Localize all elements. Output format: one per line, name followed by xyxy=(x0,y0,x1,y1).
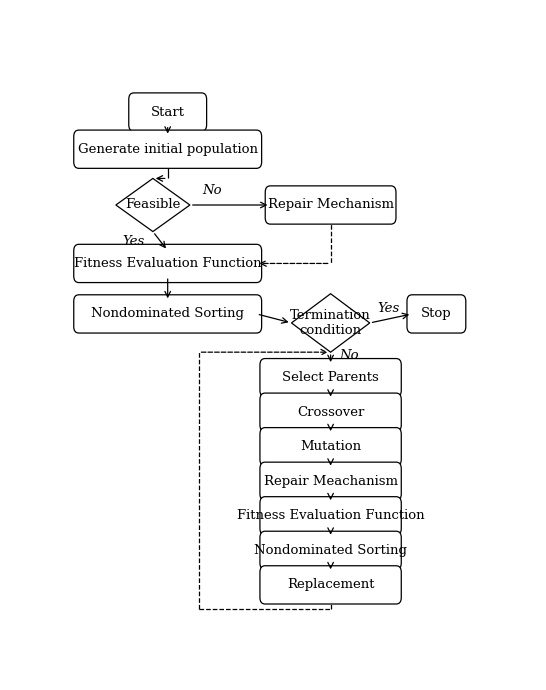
FancyBboxPatch shape xyxy=(129,93,206,131)
FancyBboxPatch shape xyxy=(260,359,401,397)
Text: Crossover: Crossover xyxy=(297,406,364,419)
FancyBboxPatch shape xyxy=(74,130,262,168)
FancyBboxPatch shape xyxy=(260,497,401,535)
Text: Fitness Evaluation Function: Fitness Evaluation Function xyxy=(74,257,262,270)
Polygon shape xyxy=(116,179,190,232)
Text: Repair Meachanism: Repair Meachanism xyxy=(264,475,397,488)
Text: Replacement: Replacement xyxy=(287,578,375,591)
Polygon shape xyxy=(292,294,370,352)
FancyBboxPatch shape xyxy=(260,428,401,466)
Text: Select Parents: Select Parents xyxy=(282,371,379,384)
FancyBboxPatch shape xyxy=(260,462,401,500)
Text: Yes: Yes xyxy=(378,302,400,315)
FancyBboxPatch shape xyxy=(74,295,262,333)
FancyBboxPatch shape xyxy=(407,295,466,333)
Text: Generate initial population: Generate initial population xyxy=(78,143,258,156)
Text: Start: Start xyxy=(151,106,185,119)
FancyBboxPatch shape xyxy=(74,244,262,283)
Text: No: No xyxy=(203,184,222,197)
Text: Nondominated Sorting: Nondominated Sorting xyxy=(254,544,407,557)
Text: Nondominated Sorting: Nondominated Sorting xyxy=(91,308,244,320)
Text: No: No xyxy=(339,349,359,362)
Text: Mutation: Mutation xyxy=(300,440,361,453)
Text: Repair Mechanism: Repair Mechanism xyxy=(268,199,394,212)
FancyBboxPatch shape xyxy=(260,566,401,604)
Text: Termination
condition: Termination condition xyxy=(290,309,371,337)
Text: Fitness Evaluation Function: Fitness Evaluation Function xyxy=(237,509,424,522)
FancyBboxPatch shape xyxy=(265,186,396,224)
FancyBboxPatch shape xyxy=(260,531,401,569)
Text: Feasible: Feasible xyxy=(125,199,181,212)
Text: Yes: Yes xyxy=(122,235,145,248)
Text: Stop: Stop xyxy=(421,308,452,320)
FancyBboxPatch shape xyxy=(260,393,401,431)
